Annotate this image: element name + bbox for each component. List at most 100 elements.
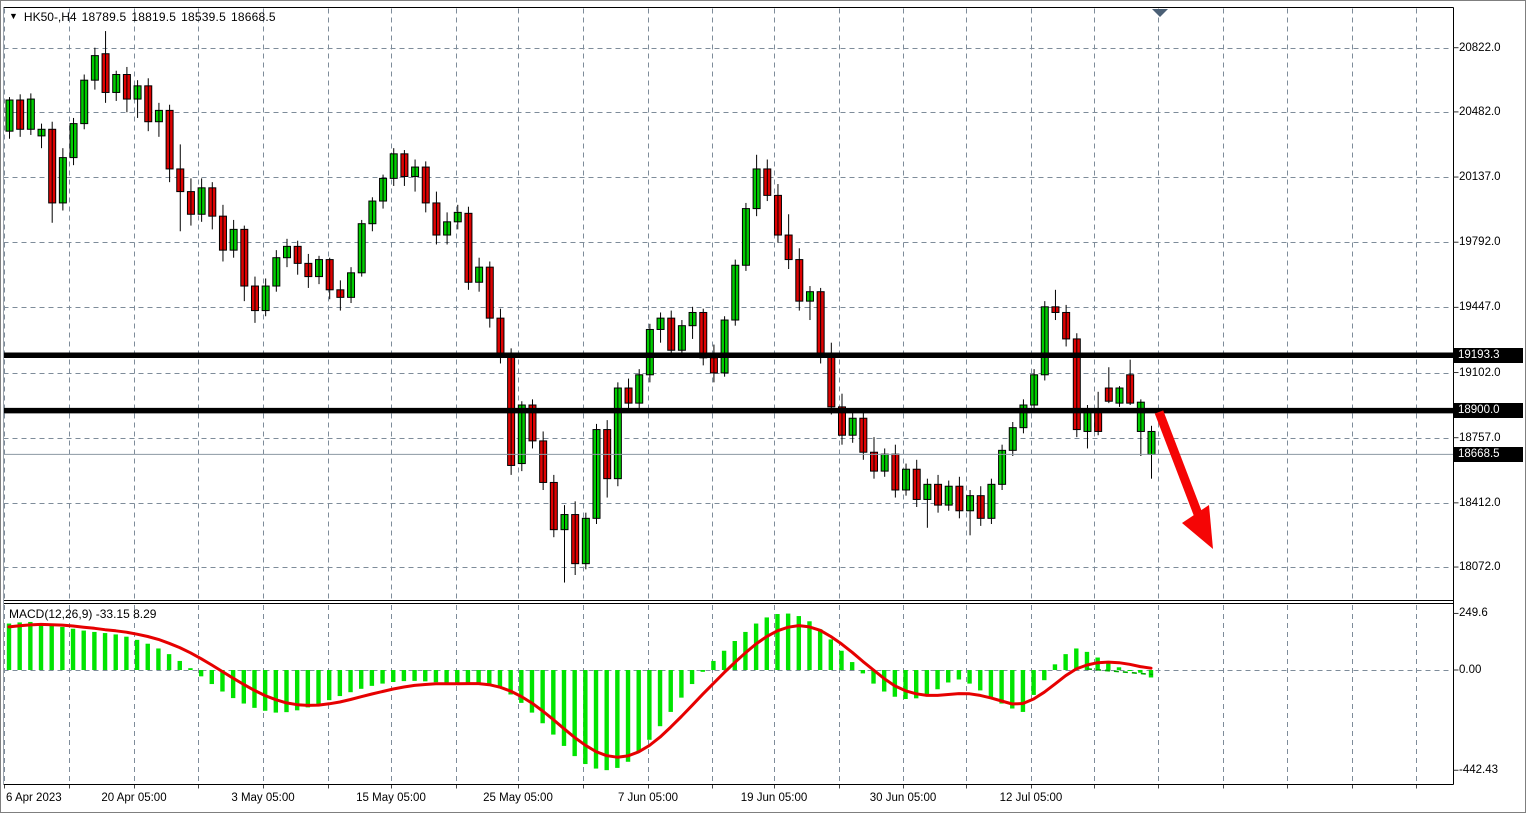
ohlc-high-value: 18819.5 bbox=[131, 10, 177, 24]
down-trend-arrow-icon bbox=[1154, 410, 1203, 516]
macd-indicator-label: MACD(12,26,9) -33.15 8.29 bbox=[9, 607, 156, 621]
macd-histogram-bar bbox=[914, 670, 919, 699]
ohlc-open-value: 18789.5 bbox=[81, 10, 127, 24]
macd-histogram-bar bbox=[198, 670, 204, 677]
macd-histogram-bar bbox=[1116, 667, 1122, 670]
macd-histogram-bar bbox=[732, 640, 737, 670]
macd-histogram-bar bbox=[881, 670, 887, 692]
time-axis-label: 20 Apr 05:00 bbox=[101, 792, 167, 804]
macd-histogram-bar bbox=[433, 670, 439, 683]
macd-histogram-bar bbox=[1052, 664, 1058, 670]
price-axis-label: 20482.0 bbox=[1459, 105, 1501, 118]
macd-histogram-bar bbox=[625, 670, 631, 762]
macd-histogram-bar bbox=[615, 670, 620, 768]
price-axis-label: 19792.0 bbox=[1459, 236, 1501, 249]
macd-histogram-bar bbox=[679, 670, 684, 698]
macd-histogram-bar bbox=[188, 668, 193, 670]
macd-histogram-bar bbox=[465, 670, 471, 684]
time-axis-label: 30 Jun 05:00 bbox=[869, 792, 937, 804]
macd-histogram-bar bbox=[497, 670, 503, 689]
macd-histogram-bar bbox=[540, 670, 545, 724]
macd-histogram-bar bbox=[156, 648, 161, 670]
macd-histogram-bar bbox=[967, 670, 972, 684]
macd-histogram-bar bbox=[988, 670, 994, 698]
macd-histogram-bar bbox=[839, 650, 844, 670]
macd-histogram-bar bbox=[380, 670, 385, 684]
price-axis-label: 20137.0 bbox=[1459, 171, 1501, 184]
time-axis-label: 12 Jul 05:00 bbox=[999, 792, 1063, 804]
macd-histogram-bar bbox=[1010, 670, 1015, 709]
price-axis-label: 18072.0 bbox=[1459, 561, 1501, 574]
macd-histogram-bar bbox=[1106, 663, 1111, 670]
macd-histogram-bar bbox=[102, 633, 108, 670]
level-price-badge: 18900.0 bbox=[1454, 403, 1523, 419]
macd-histogram-bar bbox=[1042, 670, 1047, 681]
macd-axis-label: -442.43 bbox=[1459, 764, 1499, 777]
symbol-dropdown-icon[interactable]: ▼ bbox=[9, 11, 18, 21]
macd-histogram-bar bbox=[209, 670, 214, 685]
macd-histogram-bar bbox=[817, 629, 823, 670]
macd-trend-dash bbox=[1086, 668, 1154, 676]
macd-histogram-bar bbox=[657, 670, 663, 727]
macd-histogram-bar bbox=[92, 631, 97, 670]
macd-histogram-bar bbox=[284, 670, 289, 713]
macd-histogram-bar bbox=[785, 613, 791, 670]
macd-histogram-bar bbox=[326, 670, 332, 701]
macd-histogram-bar bbox=[871, 670, 876, 684]
macd-histogram-bar bbox=[860, 670, 866, 674]
macd-histogram-bar bbox=[305, 670, 311, 708]
macd-histogram-bar bbox=[17, 622, 22, 670]
macd-histogram-bar bbox=[807, 621, 812, 670]
price-axis-label: 20822.0 bbox=[1459, 41, 1501, 54]
macd-histogram-bar bbox=[337, 670, 343, 697]
macd-histogram-bar bbox=[49, 625, 54, 670]
macd-histogram-bar bbox=[81, 630, 86, 670]
macd-histogram-bar bbox=[668, 670, 673, 712]
macd-name-label: MACD(12,26,9) bbox=[9, 607, 93, 621]
ohlc-low-value: 18539.5 bbox=[181, 10, 226, 24]
time-axis-label: 6 Apr 2023 bbox=[6, 792, 62, 804]
macd-histogram-bar bbox=[60, 626, 65, 670]
macd-histogram-bar bbox=[551, 670, 556, 735]
price-axis-label: 19447.0 bbox=[1459, 301, 1501, 314]
macd-histogram-bar bbox=[294, 670, 300, 711]
macd-histogram-bar bbox=[775, 614, 780, 670]
macd-histogram-bar bbox=[999, 670, 1004, 704]
price-axis-label: 19102.0 bbox=[1459, 366, 1501, 379]
macd-histogram-bar bbox=[230, 670, 236, 699]
macd-histogram-bar bbox=[711, 660, 716, 670]
macd-histogram-bar bbox=[369, 670, 375, 686]
macd-histogram-bar bbox=[946, 670, 951, 683]
macd-histogram-bar bbox=[1074, 648, 1079, 670]
macd-histogram-bar bbox=[28, 621, 33, 670]
time-axis-label: 3 May 05:00 bbox=[231, 792, 295, 804]
macd-histogram-bar bbox=[1031, 670, 1036, 695]
macd-histogram-bar bbox=[455, 670, 460, 685]
down-trend-arrow-head bbox=[1182, 505, 1213, 549]
macd-histogram-bar bbox=[796, 616, 802, 670]
macd-histogram-bar bbox=[241, 670, 247, 704]
macd-histogram-bar bbox=[1084, 651, 1090, 670]
macd-histogram-bar bbox=[935, 670, 940, 690]
macd-histogram-bar bbox=[689, 670, 695, 685]
price-axis-label: 18412.0 bbox=[1459, 496, 1501, 509]
macd-histogram-bar bbox=[647, 670, 652, 740]
macd-histogram-bar bbox=[764, 617, 769, 670]
macd-histogram-bar bbox=[593, 670, 599, 769]
macd-histogram-bar bbox=[849, 662, 855, 670]
macd-histogram-bar bbox=[753, 623, 759, 670]
time-axis-label: 25 May 05:00 bbox=[483, 792, 553, 804]
macd-histogram-bar bbox=[1063, 654, 1068, 670]
macd-histogram-bar bbox=[700, 670, 705, 672]
macd-histogram-bar bbox=[412, 670, 417, 681]
macd-histogram-bar bbox=[444, 670, 449, 684]
macd-histogram-bar bbox=[583, 670, 588, 765]
macd-histogram-bar bbox=[1020, 670, 1026, 712]
macd-histogram-bar bbox=[401, 670, 407, 682]
current-price-badge: 18668.5 bbox=[1454, 446, 1523, 462]
price-axis-label: 18757.0 bbox=[1459, 431, 1501, 444]
macd-histogram-bar bbox=[262, 670, 268, 711]
time-axis-label: 19 Jun 05:00 bbox=[740, 792, 808, 804]
